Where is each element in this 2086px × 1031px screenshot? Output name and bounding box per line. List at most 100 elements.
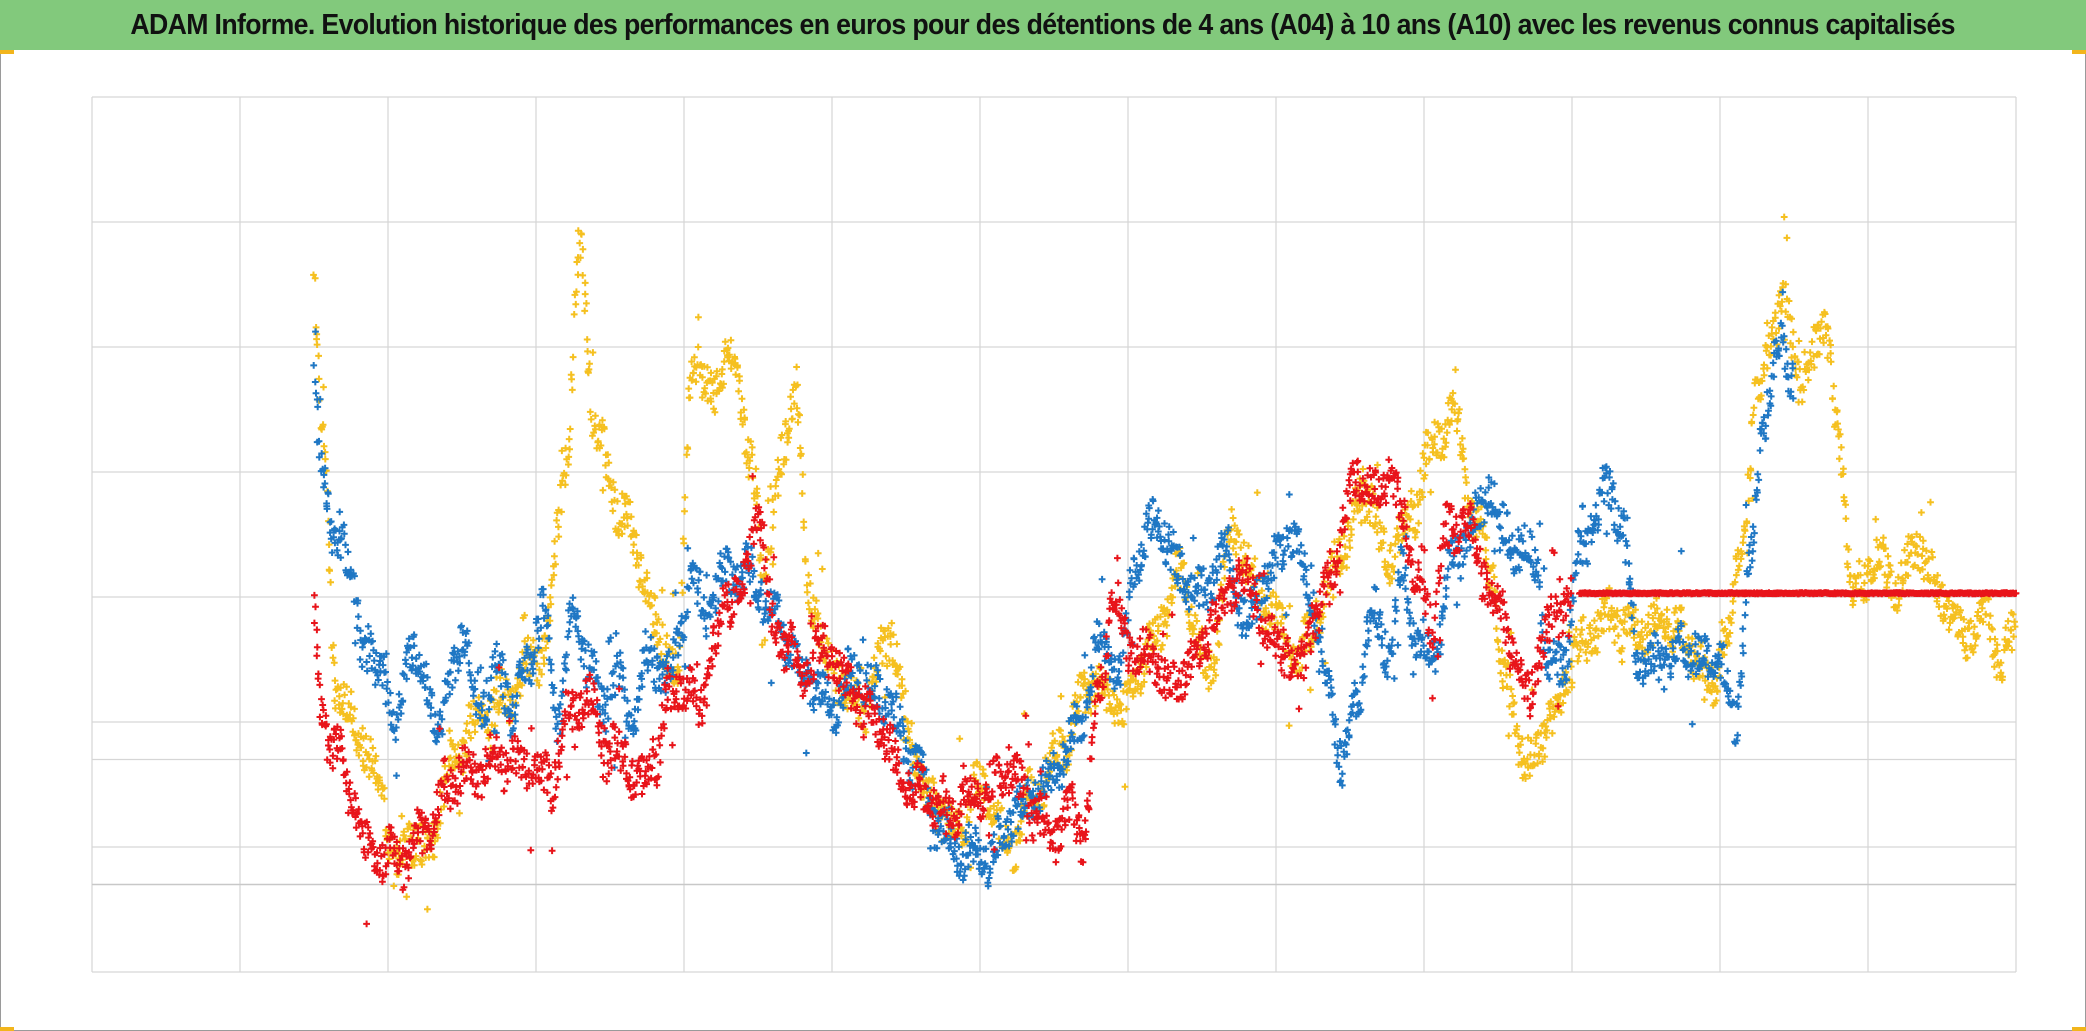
data-point [339,757,347,765]
data-point [430,853,438,861]
data-point [627,513,635,521]
data-point [1768,324,1776,331]
data-point [313,643,321,651]
data-point [1098,575,1106,583]
data-point [789,415,796,423]
data-point [455,667,462,675]
data-point [1251,555,1259,562]
data-point [366,652,373,660]
data-point [546,617,554,625]
data-point [1360,673,1368,680]
data-point [624,522,631,529]
data-point [581,307,589,315]
data-point [330,659,338,667]
data-point [336,692,343,700]
data-point [998,804,1006,812]
data-point [981,772,989,780]
data-point [398,812,406,820]
data-point [362,732,370,740]
data-point [591,686,598,693]
data-point [609,682,617,689]
data-point [1161,618,1169,626]
data-point [1583,657,1591,664]
data-point [1872,515,1880,523]
data-point [811,605,819,613]
data-point [1655,676,1663,684]
data-point [326,746,334,753]
data-point [1090,633,1098,641]
data-point [1392,596,1399,604]
data-point [721,338,729,346]
data-point [1242,632,1250,640]
data-point [1318,648,1325,656]
data-point [704,363,711,371]
data-point [1750,404,1758,412]
data-point [604,685,611,693]
data-point [1945,626,1953,634]
data-point [1638,618,1646,625]
data-point [881,698,889,706]
data-point [1496,523,1503,530]
data-point [824,639,832,647]
data-point [723,545,731,553]
data-point [320,383,327,391]
data-point [637,578,644,586]
data-point [332,705,339,712]
data-point [335,701,343,709]
data-point [1389,636,1396,644]
data-point [447,737,455,744]
data-point [347,688,355,696]
data-point [1827,358,1835,366]
data-point [1138,561,1145,569]
data-point [603,777,611,785]
data-point [1604,489,1611,497]
data-point [367,735,374,743]
data-point [1419,450,1427,457]
data-point [1081,675,1089,683]
data-point [684,445,692,453]
data-point [1016,837,1024,845]
data-point [587,416,595,423]
data-point [569,594,577,602]
data-point [1739,539,1747,546]
data-point [586,408,594,416]
data-point [592,412,599,420]
data-point [1729,609,1737,616]
data-point [1359,674,1367,681]
data-point [454,741,462,749]
data-point [1285,722,1293,729]
data-point [451,745,459,753]
data-point [767,548,775,556]
data-point [699,373,706,381]
data-point [547,582,555,589]
data-point [1506,671,1514,679]
data-point [896,703,904,711]
data-point [573,258,581,266]
data-point [643,574,651,582]
data-point [692,378,700,386]
data-point [528,725,535,732]
data-point [738,395,746,403]
data-point [489,653,497,661]
data-point [1554,671,1561,679]
data-point [584,348,591,355]
data-point [609,478,617,486]
data-point [789,386,797,394]
data-point [1846,578,1854,586]
data-point [1420,475,1428,482]
data-point [456,782,464,790]
data-point [1516,749,1523,756]
data-point [1329,593,1337,601]
data-point [1140,678,1148,686]
data-point [1113,709,1121,717]
data-point [405,874,412,882]
data-point [493,640,500,648]
data-point [533,677,541,684]
data-point [593,696,601,704]
data-point [1253,489,1261,496]
data-point [563,773,571,781]
data-point [1660,685,1668,693]
data-point [392,736,400,744]
data-point [558,692,566,700]
data-point [1153,637,1161,645]
